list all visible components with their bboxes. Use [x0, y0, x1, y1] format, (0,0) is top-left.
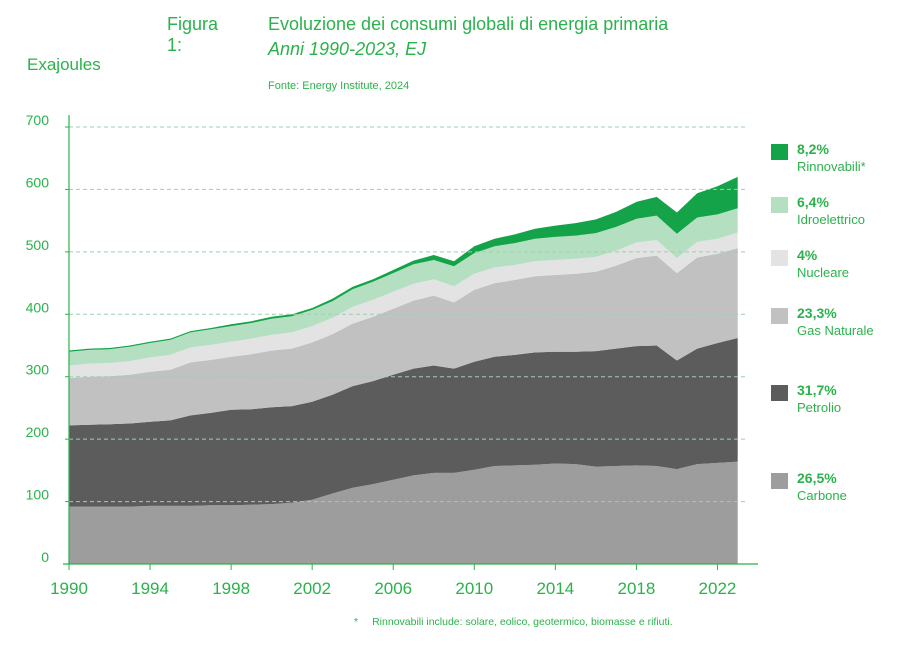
y-tick-label-0: 0	[41, 549, 49, 565]
chart-subtitle: Anni 1990-2023, EJ	[268, 39, 427, 59]
legend-label: Carbone	[797, 488, 847, 503]
x-tick-label-1998: 1998	[212, 579, 250, 598]
x-tick-label-2022: 2022	[699, 579, 737, 598]
footnote-text: Rinnovabili include: solare, eolico, geo…	[372, 616, 673, 628]
legend-share: 6,4%	[797, 194, 829, 210]
x-tick-label-2002: 2002	[293, 579, 331, 598]
y-tick-label-200: 200	[26, 424, 50, 440]
legend-share: 23,3%	[797, 305, 837, 321]
y-tick-label-100: 100	[26, 487, 50, 503]
y-tick-label-300: 300	[26, 362, 50, 378]
area-nucleare	[69, 232, 738, 378]
x-tick-label-2006: 2006	[374, 579, 412, 598]
y-tick-label-600: 600	[26, 174, 50, 190]
legend-swatch	[771, 473, 788, 489]
area-petrolio	[69, 338, 738, 507]
x-tick-label-2010: 2010	[455, 579, 493, 598]
legend-swatch	[771, 144, 788, 160]
chart-source: Fonte: Energy Institute, 2024	[268, 80, 410, 92]
legend-share: 31,7%	[797, 382, 837, 398]
legend-share: 26,5%	[797, 470, 837, 486]
legend-swatch	[771, 308, 788, 324]
legend-label: Idroelettrico	[797, 212, 865, 227]
legend-swatch	[771, 385, 788, 401]
legend-share: 4%	[797, 247, 818, 263]
legend-label: Gas Naturale	[797, 323, 874, 338]
y-tick-label-700: 700	[26, 112, 50, 128]
figure-label: Figura 1:	[167, 14, 219, 55]
legend-label: Nucleare	[797, 265, 850, 280]
x-tick-label-2014: 2014	[536, 579, 574, 598]
y-tick-label-500: 500	[26, 237, 50, 253]
legend-label: Rinnovabili*	[797, 159, 866, 174]
y-tick-label-400: 400	[26, 299, 50, 315]
footnote-marker: *	[354, 616, 359, 628]
y-axis-label: Exajoules	[27, 55, 101, 74]
legend-swatch	[771, 197, 788, 213]
area-idroelettrico	[69, 208, 738, 366]
legend-share: 8,2%	[797, 141, 829, 157]
chart-title: Evoluzione dei consumi globali di energi…	[268, 14, 669, 34]
legend-swatch	[771, 250, 788, 266]
area-carbone	[69, 461, 738, 564]
area-gasnaturale	[69, 248, 738, 426]
x-tick-label-1994: 1994	[131, 579, 169, 598]
legend-label: Petrolio	[797, 400, 842, 415]
x-tick-label-2018: 2018	[617, 579, 655, 598]
x-tick-label-1990: 1990	[50, 579, 88, 598]
footnote: * Rinnovabili include: solare, eolico, ge…	[354, 616, 673, 628]
